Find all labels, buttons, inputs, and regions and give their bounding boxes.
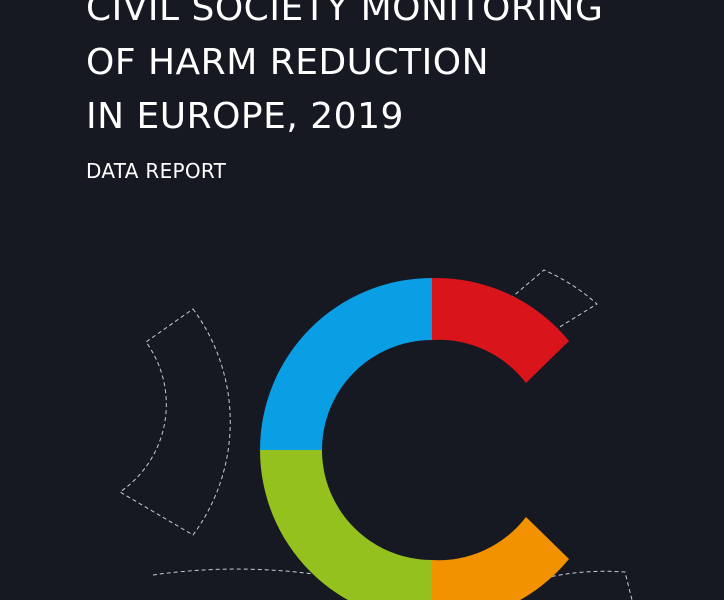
c-ring-segment-green [260, 450, 432, 600]
report-title-line: CIVIL SOCIETY MONITORING [86, 0, 604, 29]
c-ring-segment-red [432, 277, 569, 383]
dashed-outline-bottom-arc [152, 568, 421, 600]
report-title-line: OF HARM REDUCTION [86, 42, 490, 83]
c-ring-segment-blue [260, 278, 432, 450]
c-ring-segment-orange [432, 517, 569, 600]
dashed-outline-bottom-right-arc [514, 559, 633, 600]
report-title-line: IN EUROPE, 2019 [86, 96, 404, 137]
report-subtitle: DATA REPORT [86, 159, 227, 183]
dashed-outline-left-arc [119, 308, 231, 536]
c-ring [260, 277, 569, 600]
